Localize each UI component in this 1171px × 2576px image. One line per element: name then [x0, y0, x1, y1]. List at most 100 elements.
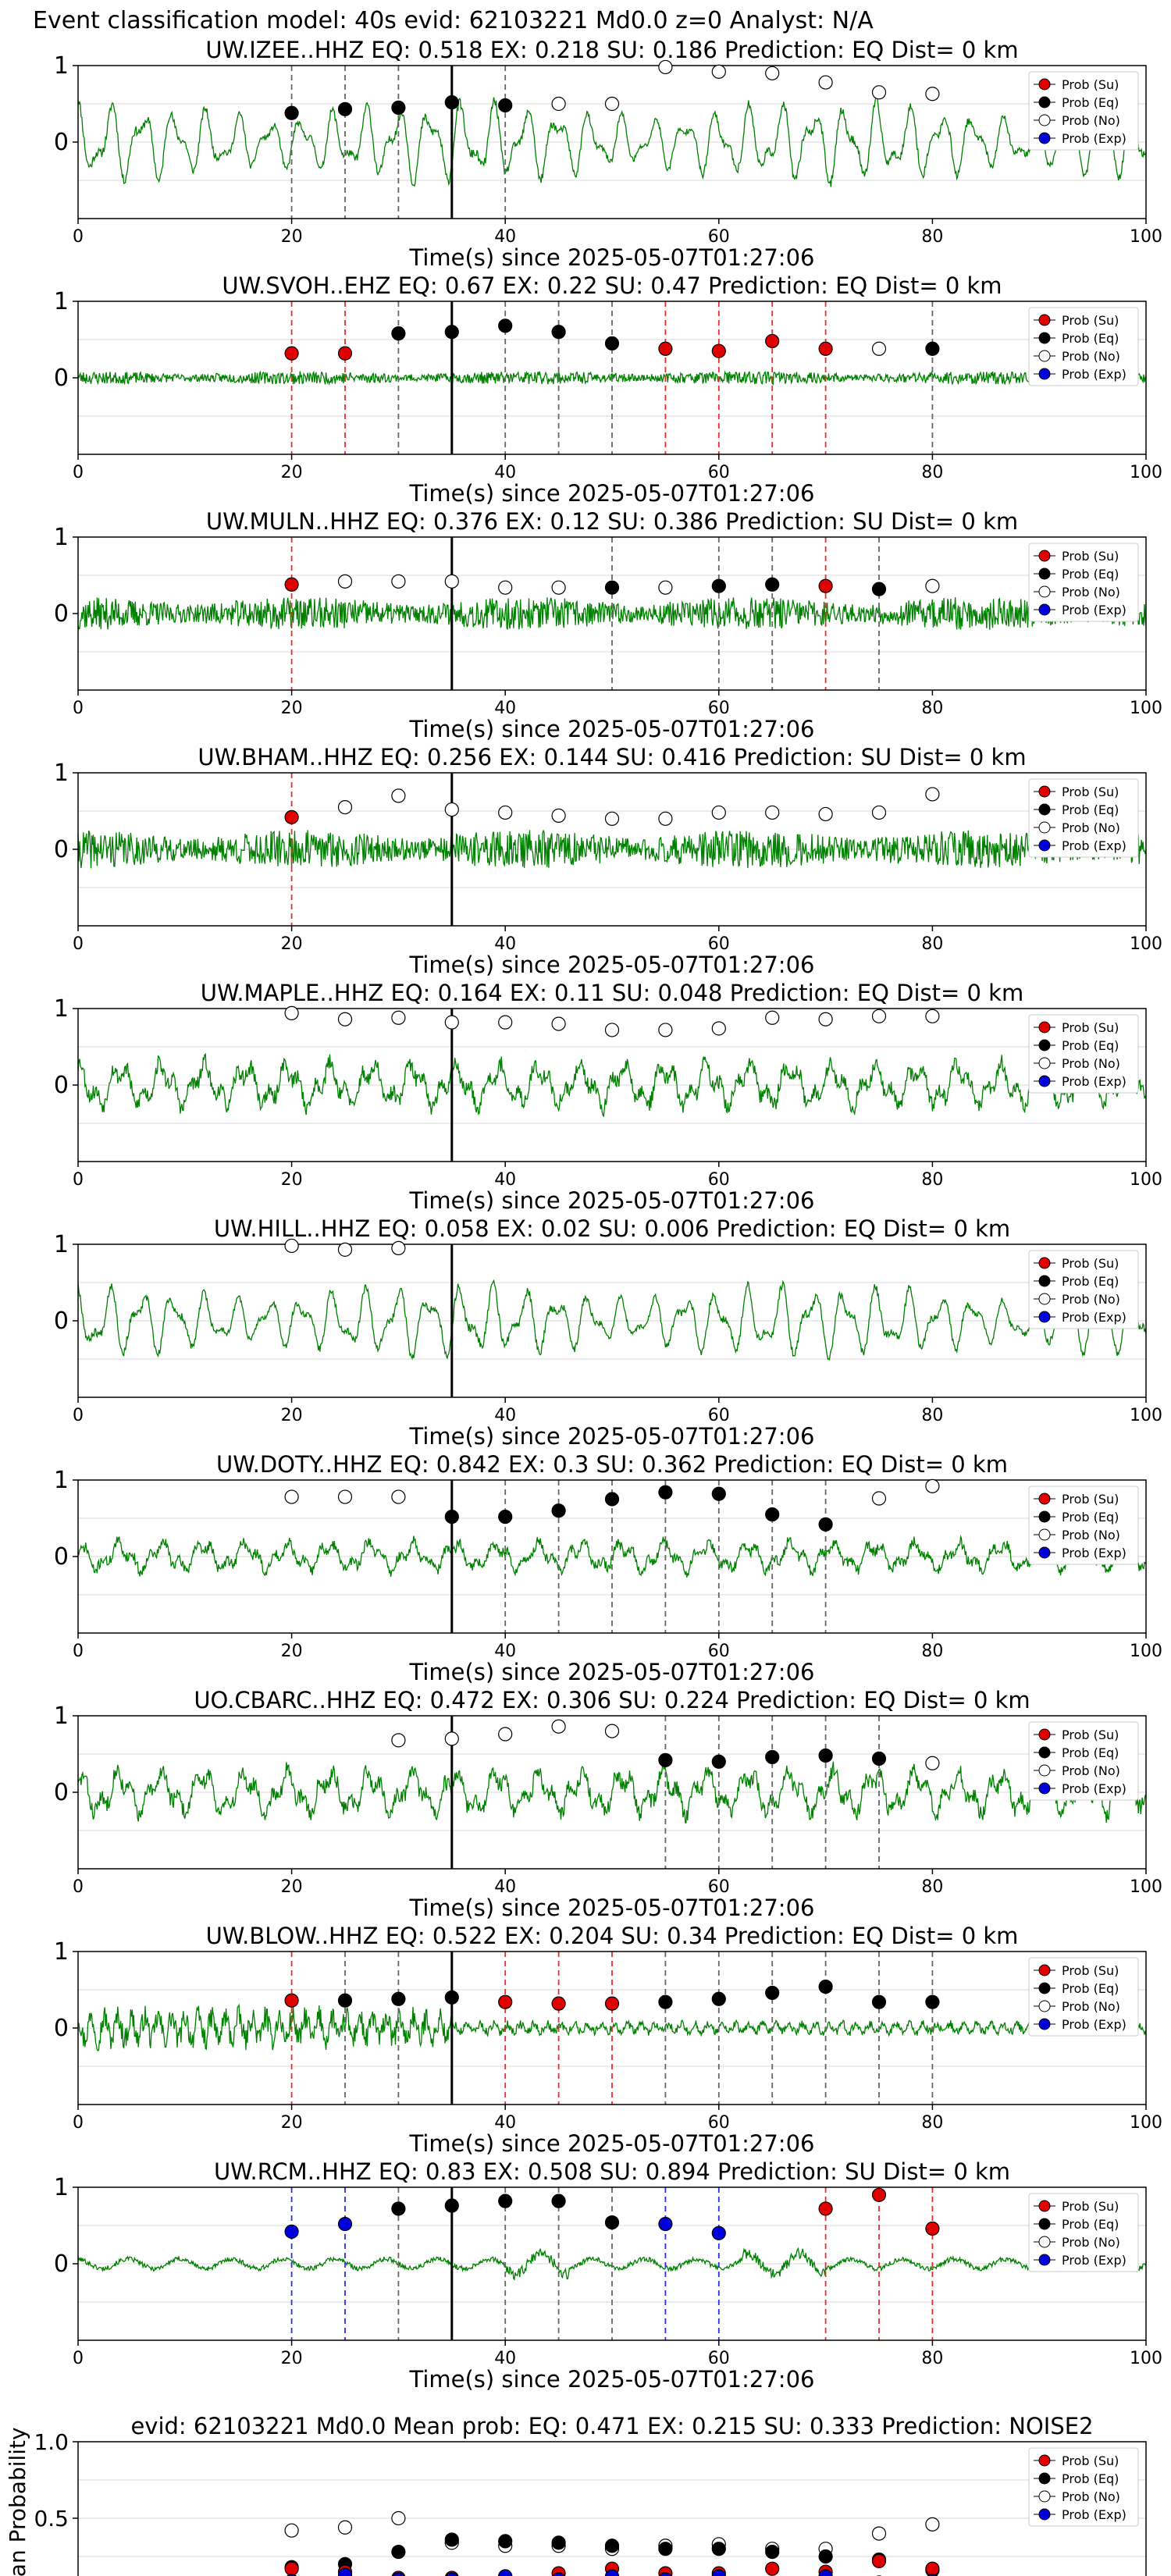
legend-marker-5-2 — [1038, 1293, 1051, 1305]
point-no-6-2 — [391, 1489, 406, 1504]
legend-frame-2 — [1028, 543, 1139, 622]
xtick-label-4-0: 0 — [73, 1170, 84, 1190]
point-no-2-1 — [391, 574, 406, 589]
point-eq-1-2 — [498, 318, 513, 333]
legend-marker-7-3 — [1038, 1782, 1051, 1795]
legend-label-9-3: Prob (Exp) — [1062, 2253, 1127, 2268]
xtick-label-4-4: 80 — [921, 1170, 943, 1190]
point-no-7-2 — [498, 1727, 513, 1742]
xtick-label-9-2: 40 — [494, 2349, 516, 2368]
point-eq-8-8 — [925, 1994, 940, 2009]
chart-panel-9: UW.RCM..HHZ EQ: 0.83 EX: 0.508 SU: 0.894… — [54, 2158, 1162, 2393]
legend-label-3-3: Prob (Exp) — [1062, 838, 1127, 853]
ytick-label-4-1: 0 — [54, 1072, 69, 1099]
xtick-label-7-5: 100 — [1130, 1877, 1162, 1897]
point-su-10-0 — [284, 2561, 299, 2576]
point-no-3-8 — [765, 805, 780, 820]
point-su-1-0 — [284, 346, 299, 361]
legend-label-7-2: Prob (No) — [1062, 1763, 1120, 1778]
legend-label-10-0: Prob (Su) — [1062, 2453, 1119, 2468]
point-eq-10-10 — [818, 2549, 833, 2564]
point-su-2-1 — [818, 578, 833, 593]
xtick-label-6-5: 100 — [1130, 1642, 1162, 1661]
legend-label-6-2: Prob (No) — [1062, 1528, 1120, 1542]
xtick-label-0-4: 80 — [921, 227, 943, 247]
point-eq-10-9 — [765, 2545, 780, 2560]
legend-7: Prob (Su) Prob (Eq) Prob (No) Prob (Exp) — [1028, 1721, 1139, 1801]
point-no-3-0 — [337, 799, 353, 815]
legend-6: Prob (Su) Prob (Eq) Prob (No) Prob (Exp) — [1028, 1485, 1139, 1565]
legend-label-5-1: Prob (Eq) — [1062, 1274, 1119, 1289]
xtick-label-8-0: 0 — [73, 2113, 84, 2133]
legend-frame-1 — [1028, 307, 1139, 386]
ytick-label-8-0: 1 — [54, 1938, 69, 1966]
legend-marker-10-0 — [1038, 2454, 1051, 2467]
point-no-1-0 — [871, 341, 887, 356]
legend-label-2-2: Prob (No) — [1062, 585, 1120, 600]
legend-label-3-1: Prob (Eq) — [1062, 802, 1119, 817]
xtick-label-1-1: 20 — [281, 463, 303, 482]
point-eq-6-0 — [444, 1509, 459, 1525]
legend-label-0-0: Prob (Su) — [1062, 77, 1119, 92]
xtick-label-0-0: 0 — [73, 227, 84, 247]
chart-panel-7: UO.CBARC..HHZ EQ: 0.472 EX: 0.306 SU: 0.… — [54, 1687, 1162, 1921]
xtick-label-5-3: 60 — [708, 1406, 730, 1425]
point-eq-8-7 — [871, 1994, 887, 2009]
xtick-label-7-3: 60 — [708, 1877, 730, 1897]
ytick-label-2-0: 1 — [54, 524, 69, 551]
legend-label-0-2: Prob (No) — [1062, 113, 1120, 128]
point-su-9-1 — [871, 2187, 887, 2202]
legend-marker-9-0 — [1038, 2200, 1051, 2212]
point-eq-10-8 — [711, 2542, 726, 2556]
point-eq-10-5 — [551, 2535, 566, 2550]
legend-marker-2-0 — [1038, 550, 1051, 562]
point-eq-8-4 — [711, 1991, 726, 2006]
ytick-label-3-0: 1 — [54, 760, 69, 787]
legend-3: Prob (Su) Prob (Eq) Prob (No) Prob (Exp) — [1028, 778, 1139, 858]
point-eq-0-3 — [444, 94, 459, 110]
legend-marker-1-1 — [1038, 332, 1051, 344]
legend-marker-3-2 — [1038, 821, 1051, 834]
point-eq-7-0 — [658, 1752, 673, 1767]
chart-panel-3: UW.BHAM..HHZ EQ: 0.256 EX: 0.144 SU: 0.4… — [54, 744, 1162, 978]
waveform-trace-7 — [77, 1761, 1147, 1823]
legend-marker-5-3 — [1038, 1311, 1051, 1323]
legend-5: Prob (Su) Prob (Eq) Prob (No) Prob (Exp) — [1028, 1250, 1139, 1329]
chart-panel-0: UW.IZEE..HHZ EQ: 0.518 EX: 0.218 SU: 0.1… — [54, 37, 1162, 271]
legend-marker-9-3 — [1038, 2254, 1051, 2266]
legend-marker-9-1 — [1038, 2218, 1051, 2230]
point-eq-10-6 — [604, 2539, 620, 2553]
point-eq-8-6 — [818, 1979, 833, 1994]
legend-marker-6-3 — [1038, 1546, 1051, 1559]
point-eq-0-2 — [391, 100, 406, 115]
ytick-label-10-0: 1.0 — [34, 2429, 69, 2455]
legend-0: Prob (Su) Prob (Eq) Prob (No) Prob (Exp) — [1028, 71, 1139, 151]
xtick-label-0-3: 60 — [708, 227, 730, 247]
point-no-4-7 — [658, 1023, 673, 1037]
xtick-label-2-5: 100 — [1130, 699, 1162, 718]
legend-marker-0-2 — [1038, 114, 1051, 126]
panel-title-1: UW.SVOH..EHZ EQ: 0.67 EX: 0.22 SU: 0.47 … — [222, 272, 1002, 299]
legend-label-6-3: Prob (Exp) — [1062, 1546, 1127, 1560]
panel-title-6: UW.DOTY..HHZ EQ: 0.842 EX: 0.3 SU: 0.362… — [216, 1451, 1008, 1478]
point-su-1-4 — [765, 333, 780, 349]
xtick-label-9-4: 80 — [921, 2349, 943, 2368]
legend-label-4-3: Prob (Exp) — [1062, 1074, 1127, 1089]
xtick-label-3-5: 100 — [1130, 934, 1162, 954]
xlabel-6: Time(s) since 2025-05-07T01:27:06 — [409, 1659, 815, 1685]
point-no-5-0 — [284, 1238, 299, 1254]
legend-marker-3-0 — [1038, 785, 1051, 798]
legend-label-5-0: Prob (Su) — [1062, 1256, 1119, 1271]
xtick-label-8-3: 60 — [708, 2113, 730, 2133]
legend-label-0-1: Prob (Eq) — [1062, 95, 1119, 110]
xtick-label-2-4: 80 — [921, 699, 943, 718]
point-no-7-1 — [444, 1731, 459, 1746]
xtick-label-8-4: 80 — [921, 2113, 943, 2133]
point-eq-9-4 — [604, 2215, 620, 2230]
xtick-label-0-2: 40 — [494, 227, 516, 247]
chart-panel-2: UW.MULN..HHZ EQ: 0.376 EX: 0.12 SU: 0.38… — [54, 508, 1162, 742]
waveform-trace-1 — [77, 370, 1147, 386]
legend-label-9-1: Prob (Eq) — [1062, 2217, 1119, 2232]
legend-marker-10-3 — [1038, 2508, 1051, 2521]
xtick-label-0-1: 20 — [281, 227, 303, 247]
